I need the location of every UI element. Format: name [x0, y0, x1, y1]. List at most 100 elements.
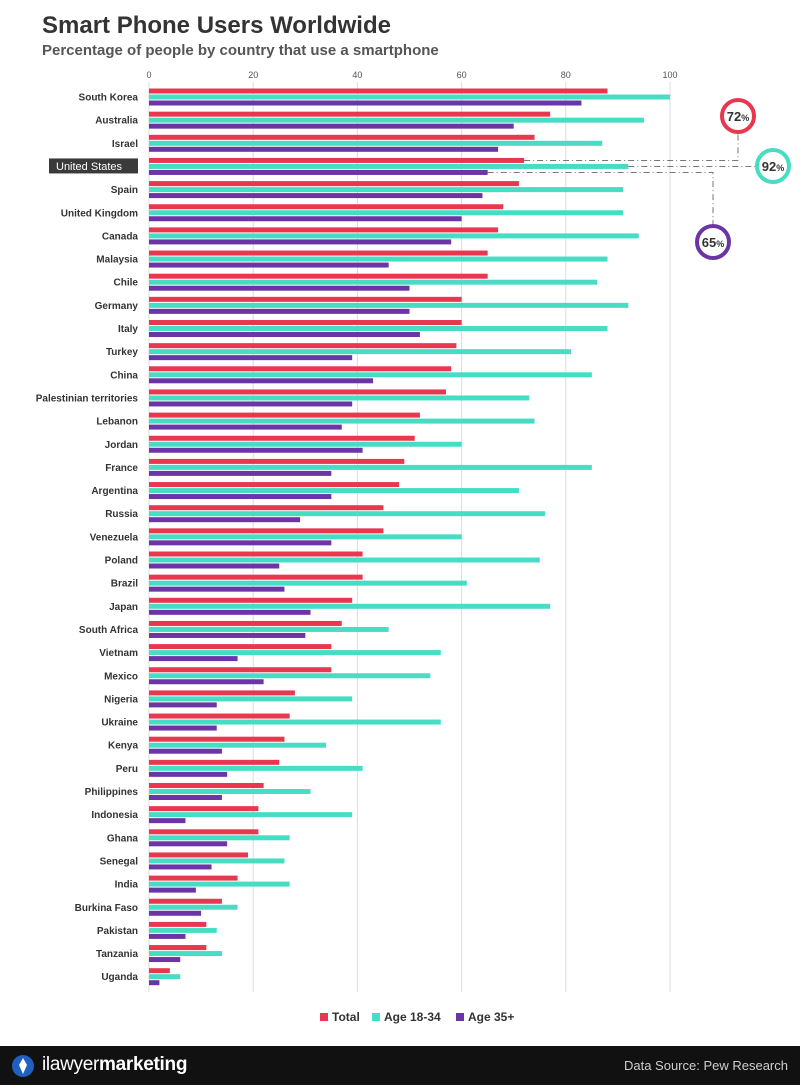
bar-age-35- — [149, 563, 280, 569]
callout-unit: % — [716, 239, 724, 249]
bar-total — [149, 644, 332, 650]
bar-age-18-34 — [149, 835, 290, 841]
bar-total — [149, 88, 608, 94]
bar-age-35- — [149, 123, 514, 129]
bar-total — [149, 389, 446, 395]
category-label: Malaysia — [96, 255, 138, 266]
bar-total — [149, 505, 384, 511]
bar-total — [149, 875, 238, 881]
bar-age-18-34 — [149, 511, 545, 517]
bar-age-18-34 — [149, 326, 608, 331]
callout-circle — [720, 98, 756, 134]
legend-label: Age 35+ — [468, 1010, 514, 1024]
category-label: Philippines — [85, 787, 139, 798]
callout-value: 72% — [727, 109, 749, 124]
bar-age-18-34 — [149, 441, 462, 447]
legend-label: Total — [332, 1010, 360, 1024]
x-tick-label: 0 — [146, 70, 151, 80]
category-label: Ukraine — [101, 718, 138, 729]
bar-age-18-34 — [149, 140, 603, 146]
bar-age-18-34 — [149, 881, 290, 887]
callout-circle — [695, 224, 731, 260]
bar-age-18-34 — [149, 534, 462, 540]
brand-text-light: ilawyer — [42, 1054, 100, 1075]
bar-age-18-34 — [149, 812, 353, 818]
category-label: Spain — [111, 185, 138, 196]
bar-total — [149, 829, 259, 835]
bar-age-35- — [149, 146, 499, 152]
bar-age-18-34 — [149, 673, 431, 679]
bar-age-35- — [149, 540, 332, 546]
category-label: Venezuela — [90, 532, 139, 543]
bar-total — [149, 551, 363, 557]
bar-total — [149, 783, 264, 788]
category-label: China — [110, 370, 138, 381]
bar-age-18-34 — [149, 974, 181, 980]
bar-total — [149, 620, 342, 626]
bar-age-18-34 — [149, 858, 285, 864]
bar-total — [149, 759, 280, 765]
brand-text-bold: marketing — [99, 1054, 188, 1075]
category-label: Italy — [118, 324, 138, 335]
category-label: Lebanon — [96, 417, 138, 428]
callout-unit: % — [741, 113, 749, 123]
category-label: Argentina — [91, 486, 138, 497]
bar-total — [149, 921, 207, 927]
category-label: Nigeria — [104, 694, 138, 705]
bar-age-18-34 — [149, 94, 670, 100]
bar-age-18-34 — [149, 650, 441, 656]
bar-chart: 0 20 40 60 80 100 South Korea Australia Israel Un… — [36, 70, 791, 1024]
legend-swatch — [320, 1013, 328, 1021]
bar-age-18-34 — [149, 904, 238, 910]
bar-age-35- — [149, 494, 332, 500]
bar-age-35- — [149, 100, 582, 106]
bar-age-35- — [149, 632, 306, 638]
category-label: United Kingdom — [61, 208, 138, 219]
bar-total — [149, 320, 462, 325]
bar-age-18-34 — [149, 163, 629, 169]
bar-age-35- — [149, 470, 332, 476]
bar-total — [149, 157, 525, 163]
bar-age-35- — [149, 795, 222, 800]
x-tick-label: 80 — [561, 70, 571, 80]
category-label: Ghana — [107, 833, 139, 844]
callout-value: 65% — [702, 235, 724, 250]
bar-age-18-34 — [149, 256, 608, 262]
bar-age-35- — [149, 378, 374, 384]
bar-age-18-34 — [149, 372, 592, 378]
bar-age-35- — [149, 609, 311, 615]
bar-total — [149, 736, 285, 742]
bar-age-18-34 — [149, 488, 519, 494]
bar-total — [149, 458, 405, 464]
bar-age-35- — [149, 771, 228, 777]
x-tick-label: 60 — [457, 70, 467, 80]
brand-logo: ilawyermarketing — [42, 1054, 187, 1076]
bar-age-35- — [149, 725, 217, 731]
bar-age-18-34 — [149, 349, 572, 355]
bar-age-35- — [149, 332, 420, 337]
legend-label: Age 18-34 — [384, 1010, 441, 1024]
bar-age-18-34 — [149, 302, 629, 308]
bar-age-18-34 — [149, 117, 644, 123]
bar-age-35- — [149, 424, 342, 430]
bar-age-18-34 — [149, 789, 311, 794]
category-label: Turkey — [106, 347, 138, 358]
bar-total — [149, 250, 488, 256]
category-label: Israel — [112, 139, 138, 150]
bar-total — [149, 204, 504, 210]
bar-age-35- — [149, 702, 217, 708]
bar-age-18-34 — [149, 464, 592, 470]
category-label: Russia — [105, 509, 138, 520]
bar-total — [149, 806, 259, 812]
x-tick-label: 20 — [248, 70, 258, 80]
bar-total — [149, 435, 415, 441]
bar-total — [149, 690, 295, 696]
bar-total — [149, 343, 457, 349]
bar-total — [149, 273, 488, 279]
category-label: France — [105, 463, 138, 474]
bar-total — [149, 968, 170, 974]
bar-total — [149, 597, 353, 603]
ilawyer-logo-icon — [12, 1055, 34, 1077]
legend-swatch — [372, 1013, 380, 1021]
bar-total — [149, 296, 462, 302]
